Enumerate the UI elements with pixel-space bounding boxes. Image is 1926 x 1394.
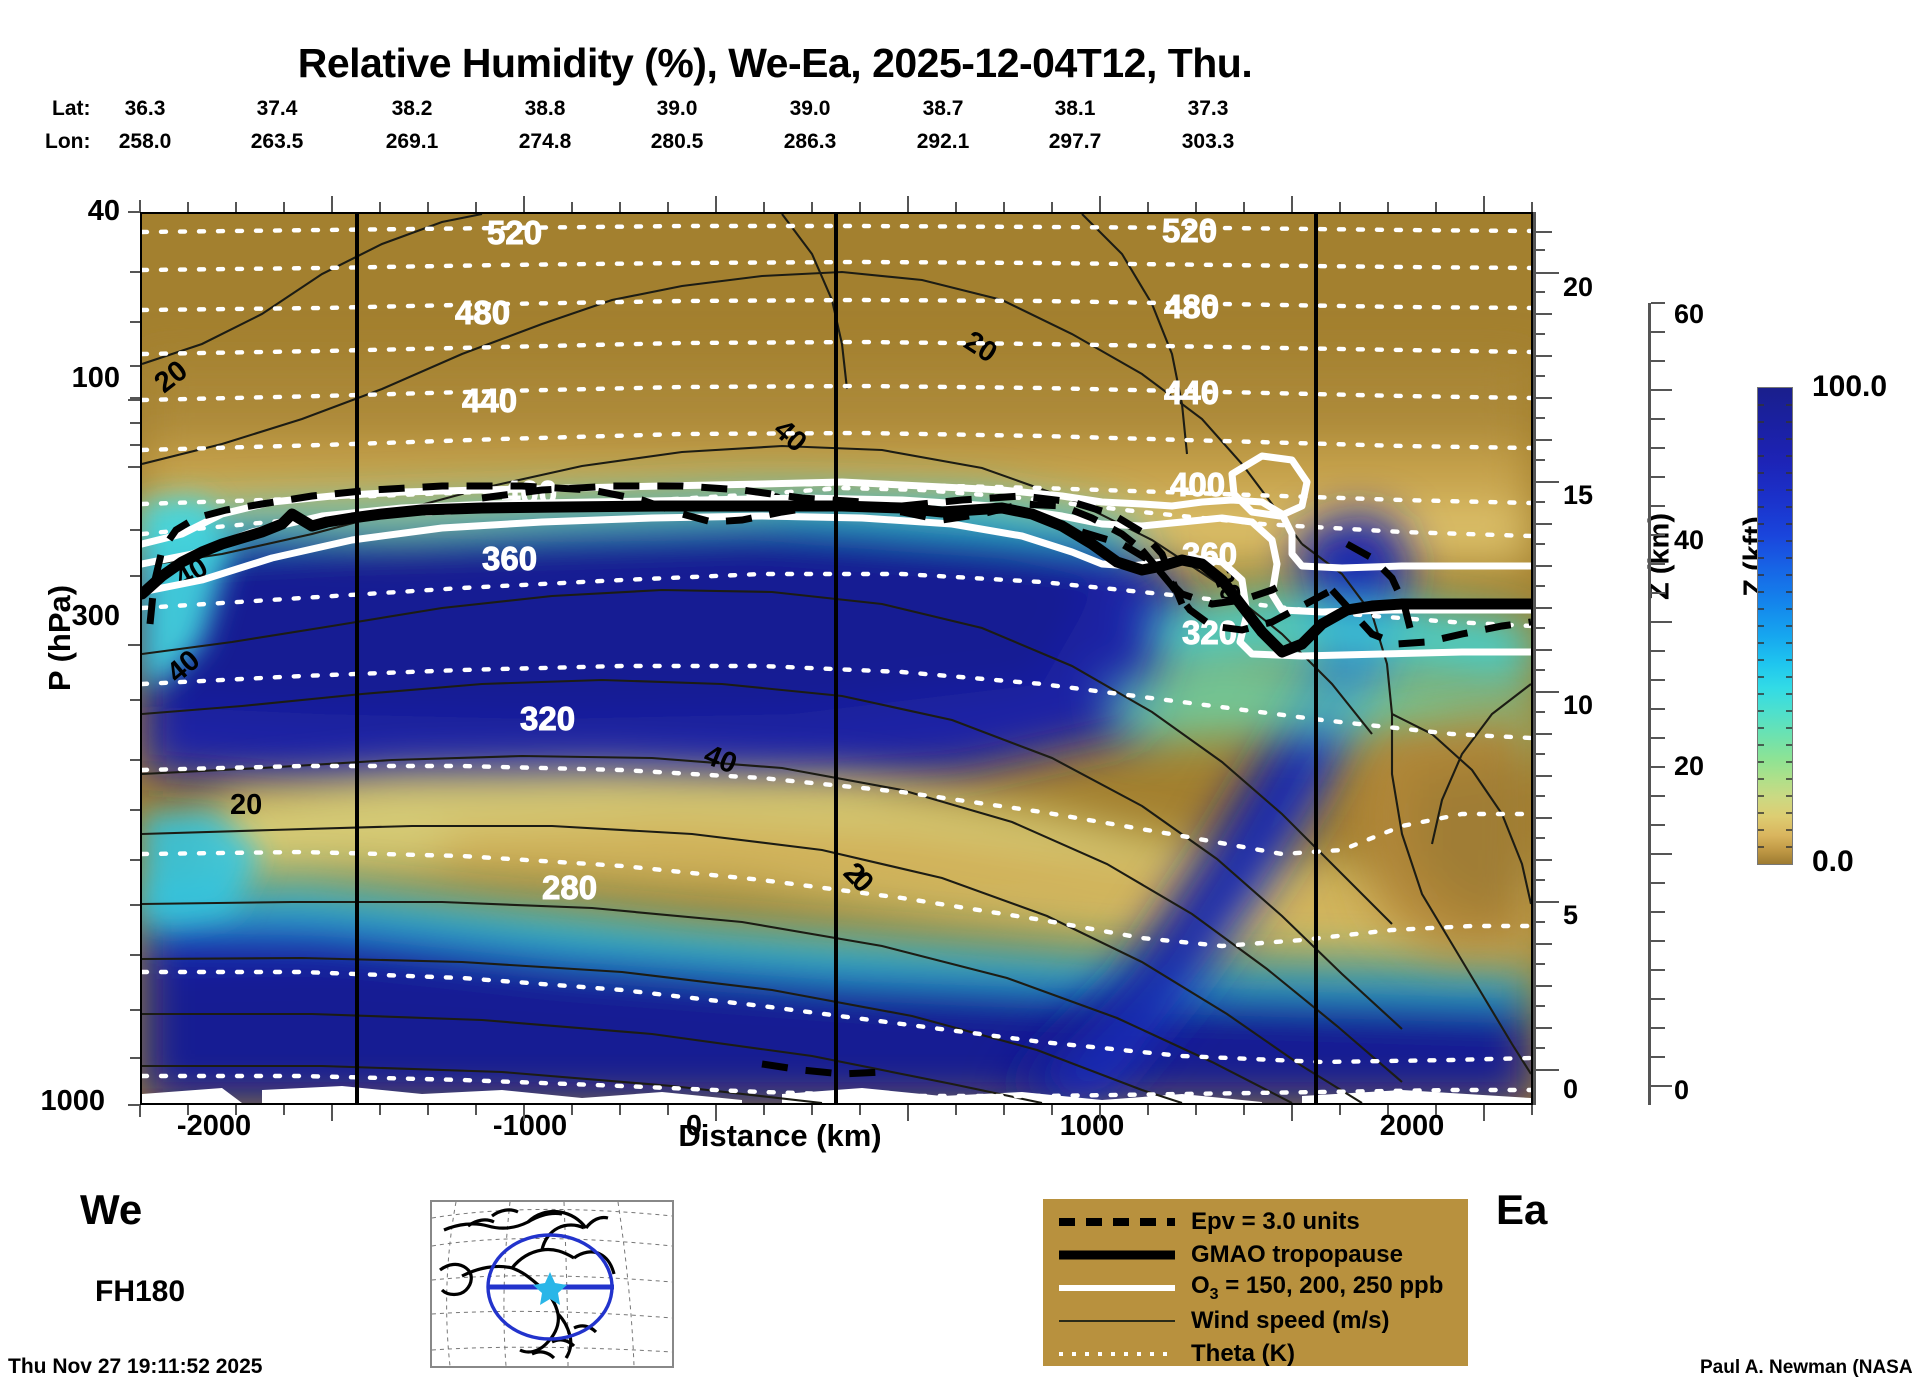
colorbar-gradient — [1758, 388, 1792, 864]
y-tick-100: 100 — [71, 362, 120, 394]
x-axis-title: Distance (km) — [678, 1118, 882, 1153]
lat-value-3: 38.8 — [524, 97, 566, 120]
theta-contour-label: 440 — [462, 382, 517, 419]
lat-value-2: 38.2 — [391, 97, 433, 120]
lon-value-4: 280.5 — [650, 130, 704, 153]
y-axis-pressure: 40 100 300 1000 — [0, 180, 140, 1140]
latitude-header-row: Lat: 36.3 37.4 38.2 38.8 39.0 39.0 38.7 38.1 37.… — [0, 97, 1560, 123]
lon-value-3: 274.8 — [518, 130, 572, 153]
x-tick--1000: -1000 — [492, 1110, 568, 1142]
theta-contour-label: 520 — [487, 214, 542, 251]
legend-box[interactable]: Epv = 3.0 units GMAO tropopause O3 = 150… — [1043, 1199, 1468, 1367]
cross-section-canvas: 20 40 40 20 40 60 40 20 20 20 — [142, 214, 1531, 1103]
legend-label-tropopause: GMAO tropopause — [1191, 1240, 1404, 1268]
legend-item-wind: Wind speed (m/s) — [1043, 1304, 1468, 1337]
lat-value-1: 37.4 — [256, 97, 298, 120]
lon-value-7: 297.7 — [1048, 130, 1102, 153]
z-km-tick-5: 5 — [1563, 900, 1579, 930]
lon-value-0: 258.0 — [118, 130, 172, 153]
x-tick-2000: 2000 — [1379, 1110, 1445, 1142]
dotted-white-line-icon — [1043, 1337, 1191, 1370]
cross-section-plot[interactable]: 20 40 40 20 40 60 40 20 20 20 — [140, 212, 1533, 1105]
thick-black-line-icon — [1043, 1238, 1191, 1271]
map-inset[interactable] — [430, 1200, 674, 1368]
colorbar[interactable] — [1757, 387, 1793, 865]
west-endpoint-label: We — [80, 1186, 143, 1233]
z-kft-axis-line — [1648, 303, 1651, 1105]
legend-item-tropopause: GMAO tropopause — [1043, 1238, 1468, 1271]
lon-label: Lon: — [45, 130, 91, 153]
track-marker-line-east — [1314, 214, 1318, 1103]
x-tick-1000: 1000 — [1059, 1110, 1125, 1142]
z-km-axis-line — [1533, 212, 1536, 1105]
y-axis-title: P (hPa) — [42, 584, 77, 692]
z-km-tick-0: 0 — [1563, 1074, 1579, 1104]
x-axis-distance: -2000 -1000 0 1000 2000 — [0, 1110, 1620, 1170]
track-marker-line-west — [355, 214, 359, 1103]
center-star-marker — [533, 1272, 567, 1305]
z-kft-tick-60: 60 — [1674, 299, 1705, 329]
theta-contour-label: 360 — [482, 540, 537, 577]
theta-contour-label: 320 — [1182, 614, 1237, 651]
ozone-rest: = 150, 200, 250 ppb — [1218, 1271, 1444, 1299]
z-kft-tick-40: 40 — [1674, 525, 1705, 555]
legend-label-wind: Wind speed (m/s) — [1191, 1306, 1390, 1334]
theta-contour-label: 520 — [1162, 214, 1217, 249]
page-title: Relative Humidity (%), We-Ea, 2025-12-04… — [297, 40, 1253, 86]
lon-value-2: 269.1 — [385, 130, 439, 153]
credit-label: Paul A. Newman (NASA — [1700, 1357, 1913, 1378]
map-inset-graphic — [431, 1201, 673, 1367]
y-tick-1000: 1000 — [40, 1085, 105, 1117]
lon-value-5: 286.3 — [783, 130, 837, 153]
track-marker-line-center — [834, 214, 838, 1103]
lat-value-7: 38.1 — [1054, 97, 1096, 120]
longitude-header-row: Lon: 258.0 263.5 269.1 274.8 280.5 286.3 292.1… — [0, 130, 1560, 156]
legend-label-theta: Theta (K) — [1191, 1339, 1295, 1367]
x-tick-0: 0 — [685, 1110, 703, 1142]
lon-value-8: 303.3 — [1181, 130, 1235, 153]
forecast-hour-label: FH180 — [95, 1275, 186, 1308]
theta-contour-label: 480 — [1164, 288, 1219, 325]
z-kft-tick-20: 20 — [1674, 751, 1705, 781]
theta-contour-label: 280 — [542, 869, 597, 906]
lat-value-5: 39.0 — [789, 97, 831, 120]
z-kft-axis: 60 40 20 0 — [1648, 299, 1768, 1105]
east-endpoint-label: Ea — [1496, 1186, 1548, 1233]
lon-value-6: 292.1 — [916, 130, 970, 153]
legend-label-ozone: O3 = 150, 200, 250 ppb — [1191, 1272, 1443, 1304]
y-tick-300: 300 — [71, 600, 120, 632]
z-km-tick-15: 15 — [1563, 480, 1594, 510]
ozone-o: O — [1191, 1271, 1210, 1299]
colorbar-max-label: 100.0 — [1812, 370, 1888, 403]
theta-contour-label: 440 — [1164, 374, 1219, 411]
legend-label-epv: Epv = 3.0 units — [1191, 1207, 1360, 1235]
y-tick-40: 40 — [87, 195, 120, 227]
lat-value-4: 39.0 — [656, 97, 698, 120]
legend-item-ozone: O3 = 150, 200, 250 ppb — [1043, 1271, 1468, 1304]
theta-contour-label: 320 — [520, 700, 575, 737]
colorbar-min-label: 0.0 — [1812, 845, 1854, 878]
z-km-axis: 20 15 10 5 0 — [1533, 212, 1653, 1105]
x-tick--2000: -2000 — [176, 1110, 252, 1142]
timestamp-label: Thu Nov 27 19:11:52 2025 — [8, 1355, 263, 1378]
wind-contour-label: 20 — [230, 789, 262, 821]
z-km-tick-20: 20 — [1563, 272, 1594, 302]
theta-contour-label: 400 — [1170, 466, 1225, 503]
lat-label: Lat: — [52, 97, 91, 120]
thick-white-line-icon — [1043, 1271, 1191, 1304]
dashed-black-line-icon — [1043, 1205, 1191, 1238]
legend-item-theta: Theta (K) — [1043, 1337, 1468, 1370]
legend-item-epv: Epv = 3.0 units — [1043, 1205, 1468, 1238]
lon-value-1: 263.5 — [250, 130, 304, 153]
lat-value-0: 36.3 — [124, 97, 166, 120]
z-km-tick-10: 10 — [1563, 690, 1594, 720]
theta-contour-label: 480 — [455, 294, 510, 331]
lat-value-6: 38.7 — [922, 97, 964, 120]
ozone-subscript: 3 — [1209, 1285, 1219, 1303]
z-kft-tick-0: 0 — [1674, 1075, 1690, 1105]
lat-value-8: 37.3 — [1187, 97, 1229, 120]
thin-black-line-icon — [1043, 1304, 1191, 1337]
